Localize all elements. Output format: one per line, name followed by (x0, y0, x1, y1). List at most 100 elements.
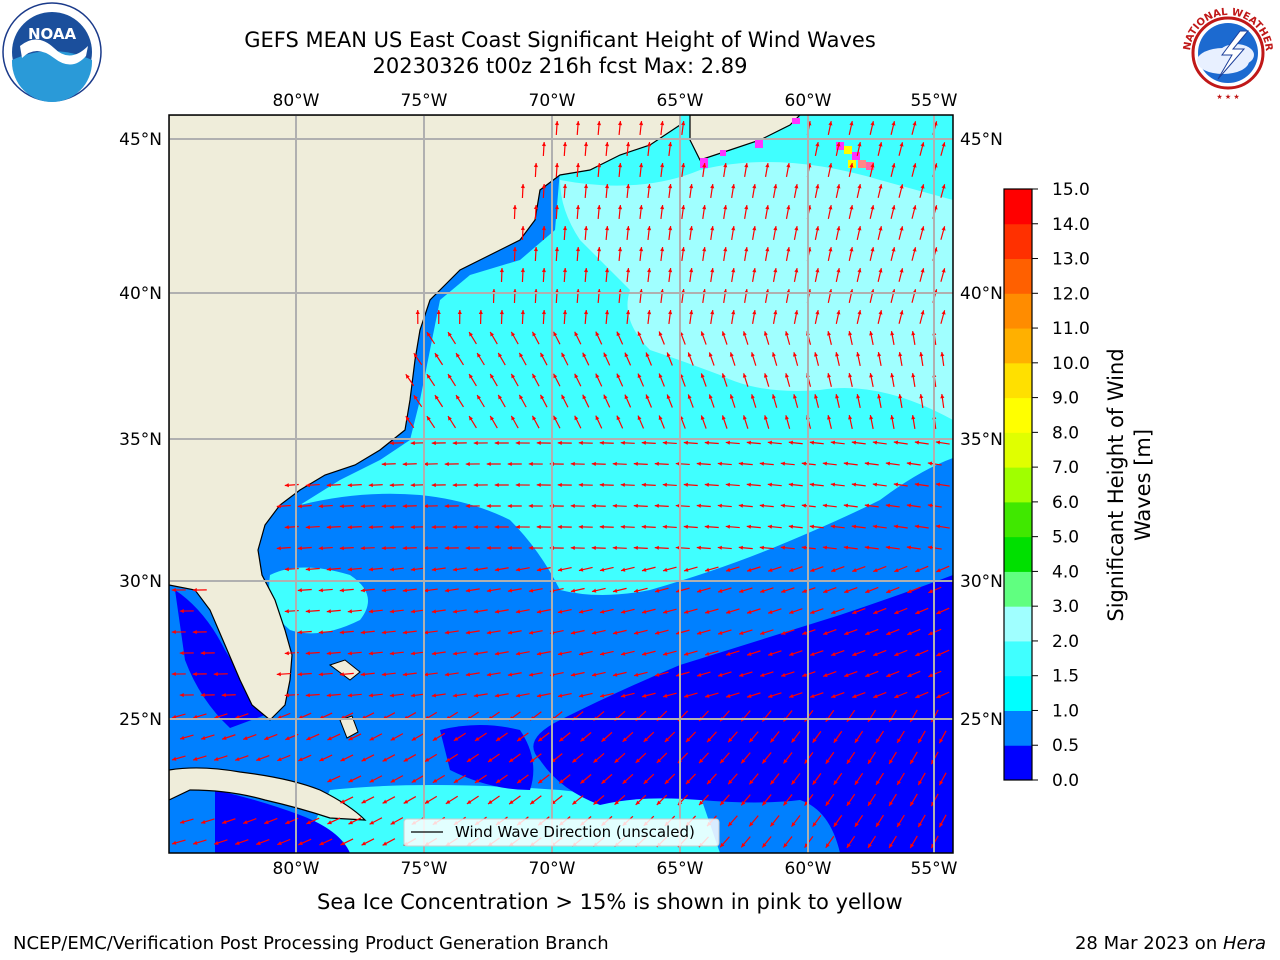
wave-arrow (305, 693, 320, 698)
wave-arrow (541, 309, 546, 325)
wave-arrow (494, 567, 509, 572)
wave-arrow (827, 331, 832, 345)
wave-arrow (764, 205, 770, 219)
wave-arrow (867, 793, 877, 807)
wave-arrow (793, 226, 799, 240)
wave-arrow (554, 204, 559, 220)
wave-arrow (785, 247, 791, 261)
wave-arrow (940, 184, 946, 198)
wave-arrow (700, 373, 707, 387)
wave-arrow (633, 587, 648, 593)
wave-arrow (761, 752, 772, 764)
wave-arrow (339, 546, 354, 551)
wave-arrow (234, 839, 249, 845)
wave-arrow (635, 794, 647, 806)
wave-arrow (835, 268, 841, 282)
wave-arrow (660, 246, 665, 262)
wave-arrow (641, 566, 656, 572)
wave-arrow (382, 754, 396, 762)
wave-arrow (539, 394, 548, 408)
wave-arrow (528, 461, 543, 467)
wave-arrow (557, 440, 572, 445)
wave-arrow (637, 373, 645, 387)
wave-arrow (914, 440, 929, 445)
wave-arrow (830, 440, 845, 445)
wave-arrow (369, 775, 383, 783)
wave-arrow (520, 309, 525, 325)
wave-arrow (689, 183, 694, 199)
wave-arrow (759, 461, 774, 466)
wave-arrow (360, 546, 375, 551)
wave-arrow (875, 730, 885, 744)
wave-arrow (641, 524, 656, 529)
wave-arrow (256, 754, 270, 762)
wave-arrow (867, 751, 877, 765)
wave-arrow (809, 482, 824, 487)
wave-arrow (647, 267, 652, 283)
wave-arrow (814, 226, 820, 240)
wave-arrow (213, 755, 228, 761)
wave-arrow (763, 331, 770, 345)
wave-arrow (746, 608, 761, 614)
wave-arrow (601, 773, 613, 785)
wave-arrow (415, 309, 420, 325)
wave-arrow (725, 566, 740, 572)
wave-arrow (368, 525, 383, 530)
wave-arrow (368, 651, 383, 656)
wave-arrow (721, 415, 728, 429)
wave-arrow (846, 751, 856, 765)
wave-arrow (759, 503, 774, 508)
wave-arrow (725, 692, 740, 698)
wave-arrow (494, 609, 509, 614)
wave-arrow (830, 482, 845, 487)
wave-arrow (814, 310, 820, 324)
wave-arrow (708, 394, 715, 408)
wave-arrow (738, 629, 753, 635)
wave-arrow (536, 440, 551, 445)
wave-arrow (886, 628, 900, 636)
wave-arrow (557, 692, 572, 698)
wave-arrow (907, 628, 921, 636)
wave-arrow (791, 773, 801, 785)
wave-arrow (725, 524, 740, 529)
wave-arrow (468, 373, 477, 387)
nova-scotia (689, 115, 801, 161)
wave-arrow (578, 482, 593, 487)
wave-arrow (626, 267, 631, 283)
wave-arrow (662, 524, 677, 529)
wave-arrow (515, 609, 530, 614)
wave-arrow (327, 733, 341, 741)
legend-label: Wind Wave Direction (unscaled) (455, 823, 695, 841)
wave-arrow (822, 503, 837, 508)
wave-arrow (654, 545, 669, 550)
wave-arrow (558, 774, 571, 784)
wave-arrow (276, 546, 291, 551)
wave-arrow (788, 608, 803, 614)
wave-arrow (382, 796, 396, 804)
wave-arrow (681, 120, 686, 136)
wave-arrow (827, 121, 833, 135)
wave-arrow (465, 545, 480, 551)
wave-arrow (666, 394, 673, 408)
wave-arrow (578, 440, 593, 445)
wave-arrow (499, 267, 504, 283)
wave-arrow (369, 733, 383, 741)
wave-arrow (698, 752, 709, 764)
wave-arrow (305, 483, 320, 488)
wave-arrow (599, 650, 614, 656)
colorbar-tick-label: 5.0 (1052, 528, 1079, 548)
wave-arrow (234, 713, 249, 719)
wave-arrow (763, 373, 770, 387)
wave-arrow (478, 309, 483, 325)
wave-arrow (748, 773, 759, 785)
wave-arrow (885, 503, 900, 508)
wave-arrow (894, 565, 908, 573)
wave-arrow (830, 608, 845, 614)
wave-arrow (852, 565, 866, 573)
wave-arrow (402, 504, 417, 509)
wave-arrow (603, 394, 611, 408)
colorbar-segment (1004, 640, 1032, 677)
wave-arrow (890, 163, 896, 177)
lon-tick-top: 55°W (911, 91, 958, 111)
wave-arrow (434, 352, 444, 366)
